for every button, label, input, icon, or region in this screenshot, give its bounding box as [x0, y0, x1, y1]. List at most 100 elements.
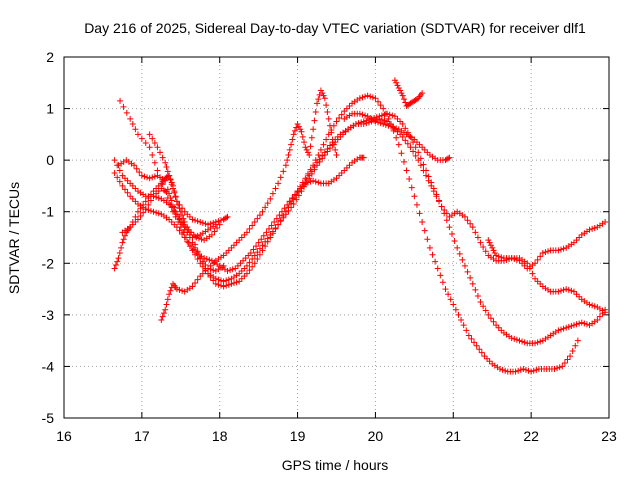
data-point-sat-a: [333, 118, 340, 125]
data-point-sat-j: [491, 249, 498, 256]
data-point-sat-c: [269, 230, 276, 237]
data-point-sat-b: [215, 276, 222, 283]
data-point-sat-c: [324, 145, 331, 152]
data-point-sat-a: [473, 342, 480, 349]
data-point-sat-b: [179, 231, 186, 238]
data-point-sat-a: [559, 363, 566, 370]
data-point-sat-f: [171, 189, 178, 196]
data-point-sat-k: [173, 211, 180, 218]
data-point-sat-j: [555, 247, 562, 254]
data-point-sat-c: [534, 278, 541, 285]
data-point-sat-b: [511, 335, 518, 342]
data-point-sat-l: [146, 175, 153, 182]
data-point-sat-g: [336, 172, 343, 179]
data-point-sat-k: [134, 216, 141, 223]
data-point-sat-d: [134, 208, 141, 215]
data-point-sat-l: [167, 194, 174, 201]
data-point-sat-a: [468, 335, 475, 342]
data-point-sat-j: [534, 256, 541, 263]
data-point-sat-b: [259, 242, 266, 249]
data-point-sat-c: [407, 144, 414, 151]
data-point-sat-a: [260, 232, 267, 239]
x-tick-label: 16: [56, 428, 72, 444]
data-point-sat-a: [377, 102, 384, 109]
data-point-sat-a: [561, 359, 568, 366]
data-point-sat-f: [159, 154, 166, 161]
data-point-sat-a: [556, 364, 563, 371]
data-point-sat-a: [250, 246, 257, 253]
data-point-sat-c: [321, 149, 328, 156]
data-point-sat-h: [393, 79, 400, 86]
data-point-sat-f: [202, 262, 209, 269]
data-point-sat-b: [555, 327, 562, 334]
data-point-sat-d: [142, 198, 149, 205]
data-point-sat-c: [363, 120, 370, 127]
data-point-sat-b: [519, 338, 526, 345]
data-point-sat-a: [320, 141, 327, 148]
data-point-sat-b: [459, 256, 466, 263]
data-point-sat-i: [446, 154, 453, 161]
data-point-sat-b: [220, 278, 227, 285]
data-point-sat-j: [545, 248, 552, 255]
y-axis-label: SDTVAR / TECUs: [6, 182, 22, 294]
data-point-sat-a: [149, 151, 156, 158]
data-point-sat-b: [464, 268, 471, 275]
data-point-sat-g: [333, 175, 340, 182]
data-point-sat-c: [563, 286, 570, 293]
data-point-sat-e: [173, 286, 180, 293]
data-point-sat-a: [551, 366, 558, 373]
data-point-sat-k: [137, 213, 144, 220]
data-point-sat-l: [190, 231, 197, 238]
data-point-sat-e: [288, 141, 295, 148]
data-point-sat-d: [150, 188, 157, 195]
data-point-sat-b: [254, 249, 261, 256]
data-point-sat-j: [521, 262, 528, 269]
data-point-sat-a: [255, 239, 262, 246]
data-point-sat-g: [315, 179, 322, 186]
data-point-sat-a: [442, 286, 449, 293]
data-point-sat-c: [412, 152, 419, 159]
data-points: [111, 77, 609, 375]
data-point-sat-g: [341, 167, 348, 174]
data-point-sat-b: [568, 323, 575, 330]
data-point-sat-e: [320, 92, 327, 99]
data-point-sat-b: [184, 238, 191, 245]
data-point-sat-b: [119, 182, 126, 189]
data-point-sat-a: [564, 356, 571, 363]
data-point-sat-e: [249, 222, 256, 229]
data-point-sat-a: [416, 210, 423, 217]
data-point-sat-b: [448, 231, 455, 238]
data-point-sat-a: [437, 272, 444, 279]
data-point-sat-j: [486, 239, 493, 246]
data-point-sat-b: [480, 303, 487, 310]
data-point-sat-d: [118, 244, 125, 251]
data-point-sat-d: [164, 173, 171, 180]
data-point-sat-b: [238, 268, 245, 275]
data-point-sat-e: [307, 143, 314, 150]
data-point-sat-e: [194, 276, 201, 283]
data-point-sat-c: [218, 282, 225, 289]
data-point-sat-c: [230, 280, 237, 287]
data-point-sat-b: [132, 198, 139, 205]
data-point-sat-b: [124, 189, 131, 196]
data-point-sat-f: [205, 265, 212, 272]
data-point-sat-e: [238, 234, 245, 241]
data-point-sat-d: [112, 262, 119, 269]
data-point-sat-f: [172, 194, 179, 201]
data-point-sat-a: [478, 349, 485, 356]
data-point-sat-j: [560, 245, 567, 252]
data-point-sat-d: [189, 216, 196, 223]
data-point-sat-b: [565, 323, 572, 330]
data-point-sat-e: [246, 225, 253, 232]
data-point-sat-c: [251, 260, 258, 267]
data-point-sat-c: [576, 293, 583, 300]
data-point-sat-f: [168, 181, 175, 188]
data-point-sat-c: [430, 188, 437, 195]
data-point-sat-f: [177, 208, 184, 215]
data-point-sat-b: [389, 112, 396, 119]
data-point-sat-b: [578, 319, 585, 326]
data-point-sat-i: [380, 121, 387, 128]
data-point-sat-f: [167, 176, 174, 183]
data-point-sat-a: [432, 258, 439, 265]
data-point-sat-c: [404, 140, 411, 147]
